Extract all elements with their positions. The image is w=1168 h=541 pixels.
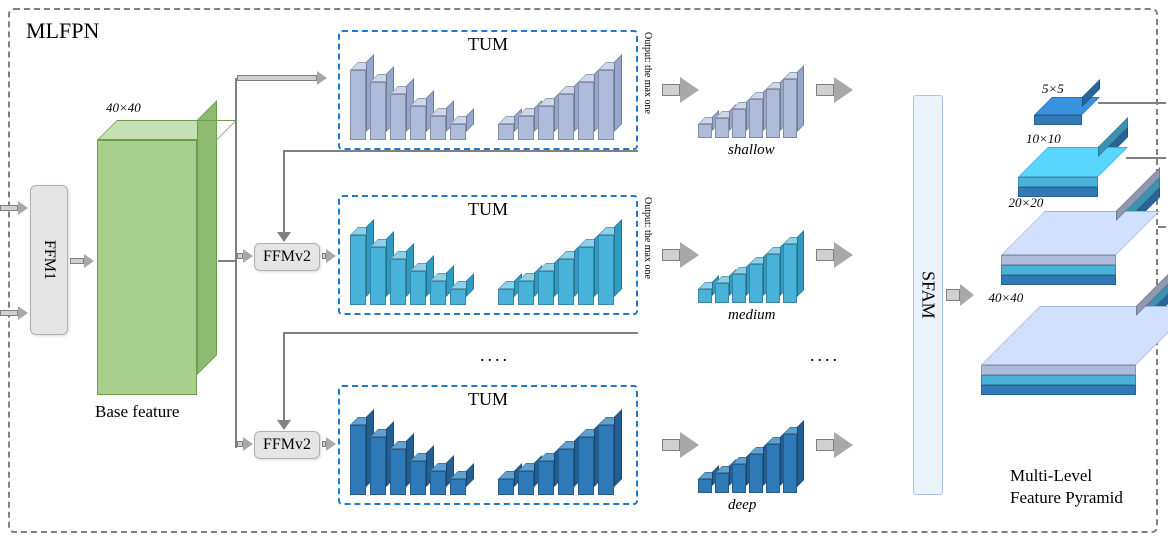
tum-label-2: TUM: [468, 389, 508, 410]
ffmv2-module-1: FFMv2: [254, 243, 320, 271]
ellipsis-tum: ....: [480, 345, 510, 366]
ellipsis-out: ....: [810, 345, 840, 366]
feedback-2-head: [277, 420, 291, 430]
feedback-2h: [283, 332, 638, 334]
tum-tailnote-0: Output: the max one: [642, 32, 653, 148]
feature-pyramid: 5×510×1020×2040×40: [978, 115, 1153, 465]
feedback-1: [283, 150, 285, 232]
row-label-1: medium: [728, 307, 776, 324]
feedback-1h: [283, 150, 638, 152]
pyr-tick-0: [1098, 102, 1166, 104]
feedback-1-head: [277, 232, 291, 242]
pyr-tick-2: [1158, 226, 1167, 228]
pyr-tick-1: [1126, 157, 1166, 159]
sfam-label: SFAM: [918, 271, 939, 319]
ffmv2-label-1: FFMv2: [263, 248, 311, 266]
tum-label-0: TUM: [468, 34, 508, 55]
pyramid-label-2: Feature Pyramid: [1010, 488, 1123, 508]
pyr-size-3: 40×40: [989, 290, 1024, 306]
row-label-0: shallow: [728, 142, 775, 159]
pyr-size-1: 10×10: [1026, 131, 1061, 147]
pyr-size-0: 5×5: [1042, 81, 1064, 97]
ffmv2-module-2: FFMv2: [254, 431, 320, 459]
pyramid-label-1: Multi-Level: [1010, 466, 1092, 486]
diagram-title: MLFPN: [26, 18, 99, 44]
sfam-module: SFAM: [913, 95, 943, 495]
pyr-size-2: 20×20: [1009, 195, 1044, 211]
base-connector: [218, 260, 236, 262]
tum-label-1: TUM: [468, 199, 508, 220]
ffmv2-label-2: FFMv2: [263, 436, 311, 454]
base-feature-size: 40×40: [106, 100, 141, 116]
feedback-2: [283, 332, 285, 420]
base-feature-label: Base feature: [95, 402, 179, 422]
row-label-2: deep: [728, 497, 756, 514]
base-connector-vert: [235, 78, 237, 448]
tum-tailnote-1: Output: the max one: [642, 197, 653, 313]
ffm1-module: FFM1: [30, 185, 68, 335]
ffm1-label: FFM1: [40, 240, 58, 280]
mlfpn-diagram: MLFPN FFM1 40×40 Base feature: [0, 0, 1168, 541]
